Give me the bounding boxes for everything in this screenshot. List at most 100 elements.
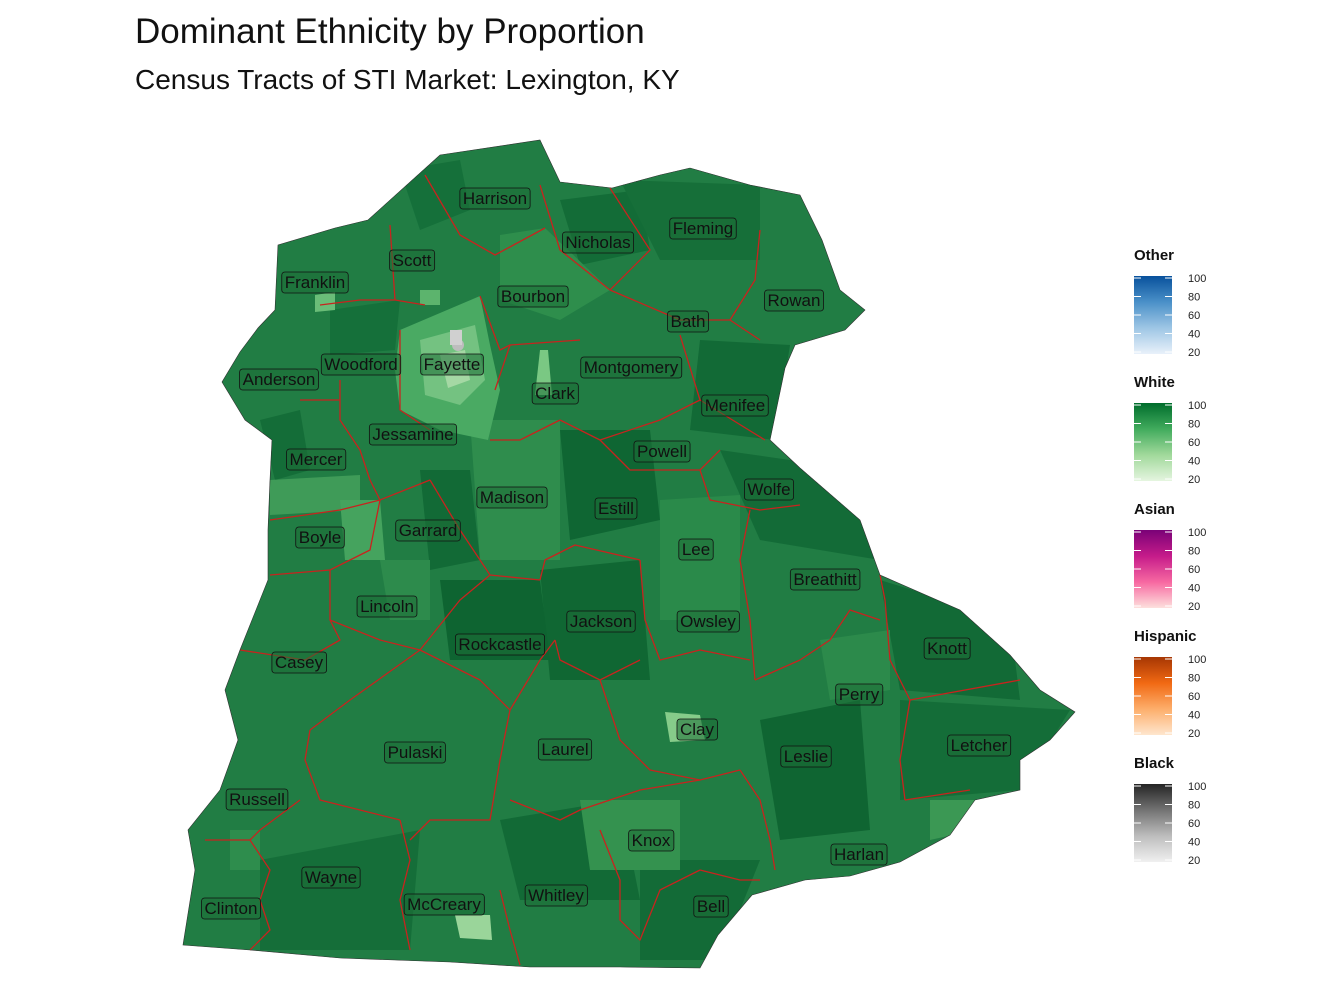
legend-asian: Asian 100 80 60 40 20 bbox=[1134, 501, 1206, 613]
county-labels: Harrison Nicholas Fleming Scott Franklin Bour… bbox=[201, 187, 1012, 920]
svg-text:Bourbon: Bourbon bbox=[501, 287, 565, 306]
legend-tick-label: 80 bbox=[1188, 800, 1200, 812]
county-label-lincoln: Lincoln bbox=[356, 595, 418, 618]
legend-tick-label: 20 bbox=[1188, 474, 1200, 486]
county-label-owsley: Owsley bbox=[676, 610, 740, 633]
svg-text:Montgomery: Montgomery bbox=[584, 358, 679, 377]
legend-tick-label: 40 bbox=[1188, 456, 1200, 468]
county-label-mccreary: McCreary bbox=[403, 893, 485, 916]
county-label-letcher: Letcher bbox=[947, 734, 1012, 757]
svg-text:Powell: Powell bbox=[637, 442, 687, 461]
svg-text:Clay: Clay bbox=[680, 720, 715, 739]
svg-text:Casey: Casey bbox=[275, 653, 324, 672]
svg-text:Bath: Bath bbox=[671, 312, 706, 331]
legend-title: Black bbox=[1134, 755, 1175, 772]
svg-text:Anderson: Anderson bbox=[243, 370, 316, 389]
county-label-powell: Powell bbox=[633, 440, 691, 463]
legend-tick-label: 40 bbox=[1188, 710, 1200, 722]
svg-text:Perry: Perry bbox=[839, 685, 880, 704]
svg-text:Pulaski: Pulaski bbox=[388, 743, 443, 762]
legend-tick-label: 20 bbox=[1188, 601, 1200, 613]
svg-text:Fleming: Fleming bbox=[673, 219, 733, 238]
county-label-harrison: Harrison bbox=[459, 187, 531, 210]
county-label-menifee: Menifee bbox=[701, 394, 769, 417]
legend-tick-label: 20 bbox=[1188, 855, 1200, 867]
svg-text:Jessamine: Jessamine bbox=[372, 425, 453, 444]
svg-text:Letcher: Letcher bbox=[951, 736, 1008, 755]
legend-tick-label: 80 bbox=[1188, 292, 1200, 304]
legend-tick-label: 100 bbox=[1188, 400, 1206, 412]
legend-tick-label: 40 bbox=[1188, 329, 1200, 341]
svg-text:Clinton: Clinton bbox=[205, 899, 258, 918]
county-label-wayne: Wayne bbox=[301, 866, 361, 889]
county-label-scott: Scott bbox=[389, 249, 436, 272]
county-label-anderson: Anderson bbox=[239, 368, 319, 391]
county-label-mercer: Mercer bbox=[286, 448, 347, 471]
legend-tick-label: 60 bbox=[1188, 310, 1200, 322]
county-label-estill: Estill bbox=[594, 497, 638, 520]
svg-text:Leslie: Leslie bbox=[784, 747, 828, 766]
map-subtitle: Census Tracts of STI Market: Lexington, … bbox=[135, 64, 680, 95]
legend-tick-label: 40 bbox=[1188, 837, 1200, 849]
svg-text:Laurel: Laurel bbox=[541, 740, 588, 759]
svg-text:Menifee: Menifee bbox=[705, 396, 765, 415]
legend-tick-label: 20 bbox=[1188, 728, 1200, 740]
legend-tick-label: 80 bbox=[1188, 546, 1200, 558]
svg-text:Russell: Russell bbox=[229, 790, 285, 809]
county-label-franklin: Franklin bbox=[281, 271, 349, 294]
county-label-perry: Perry bbox=[835, 683, 884, 706]
legend-hispanic: Hispanic 100 80 60 40 20 bbox=[1134, 628, 1206, 740]
legend-white: White 100 80 60 40 20 bbox=[1134, 374, 1206, 486]
county-label-rockcastle: Rockcastle bbox=[455, 633, 545, 656]
county-label-breathitt: Breathitt bbox=[789, 568, 861, 591]
svg-text:Nicholas: Nicholas bbox=[565, 233, 630, 252]
county-label-bell: Bell bbox=[693, 895, 729, 918]
svg-text:Estill: Estill bbox=[598, 499, 634, 518]
county-label-leslie: Leslie bbox=[780, 745, 832, 768]
county-label-madison: Madison bbox=[476, 486, 548, 509]
svg-text:Clark: Clark bbox=[535, 384, 575, 403]
svg-text:Harrison: Harrison bbox=[463, 189, 527, 208]
county-label-pulaski: Pulaski bbox=[384, 741, 446, 764]
svg-text:Knott: Knott bbox=[927, 639, 967, 658]
svg-text:Bell: Bell bbox=[697, 897, 725, 916]
legend-tick-label: 80 bbox=[1188, 419, 1200, 431]
svg-text:Wayne: Wayne bbox=[305, 868, 357, 887]
county-label-nicholas: Nicholas bbox=[561, 231, 635, 254]
county-label-laurel: Laurel bbox=[537, 738, 593, 761]
svg-text:Rockcastle: Rockcastle bbox=[458, 635, 541, 654]
svg-text:Owsley: Owsley bbox=[680, 612, 736, 631]
svg-text:Harlan: Harlan bbox=[834, 845, 884, 864]
legend-black: Black 100 80 60 40 20 bbox=[1134, 755, 1206, 867]
svg-text:Lincoln: Lincoln bbox=[360, 597, 414, 616]
legend-tick-label: 100 bbox=[1188, 273, 1206, 285]
legend-title: Asian bbox=[1134, 501, 1175, 518]
county-label-casey: Casey bbox=[271, 651, 327, 674]
svg-text:Jackson: Jackson bbox=[570, 612, 632, 631]
county-label-clark: Clark bbox=[531, 382, 579, 405]
county-label-rowan: Rowan bbox=[764, 289, 824, 312]
svg-text:Lee: Lee bbox=[682, 540, 710, 559]
county-label-woodford: Woodford bbox=[320, 353, 402, 376]
legend-tick-label: 100 bbox=[1188, 527, 1206, 539]
svg-text:Garrard: Garrard bbox=[399, 521, 458, 540]
svg-text:Mercer: Mercer bbox=[290, 450, 343, 469]
county-label-fleming: Fleming bbox=[669, 217, 737, 240]
county-label-bourbon: Bourbon bbox=[497, 285, 569, 308]
svg-text:Whitley: Whitley bbox=[528, 886, 584, 905]
map-title: Dominant Ethnicity by Proportion bbox=[135, 12, 645, 51]
county-label-whitley: Whitley bbox=[524, 884, 588, 907]
county-label-boyle: Boyle bbox=[295, 526, 345, 549]
legend-tick-label: 100 bbox=[1188, 654, 1206, 666]
svg-text:Franklin: Franklin bbox=[285, 273, 345, 292]
county-label-jessamine: Jessamine bbox=[368, 423, 458, 446]
svg-text:Scott: Scott bbox=[393, 251, 432, 270]
svg-text:McCreary: McCreary bbox=[407, 895, 481, 914]
svg-text:Knox: Knox bbox=[632, 831, 671, 850]
legend-other: Other 100 80 60 40 20 bbox=[1134, 247, 1206, 359]
legend-tick-label: 40 bbox=[1188, 583, 1200, 595]
county-boundaries bbox=[205, 174, 1021, 966]
legend-tick-label: 60 bbox=[1188, 691, 1200, 703]
county-label-montgomery: Montgomery bbox=[580, 356, 683, 379]
